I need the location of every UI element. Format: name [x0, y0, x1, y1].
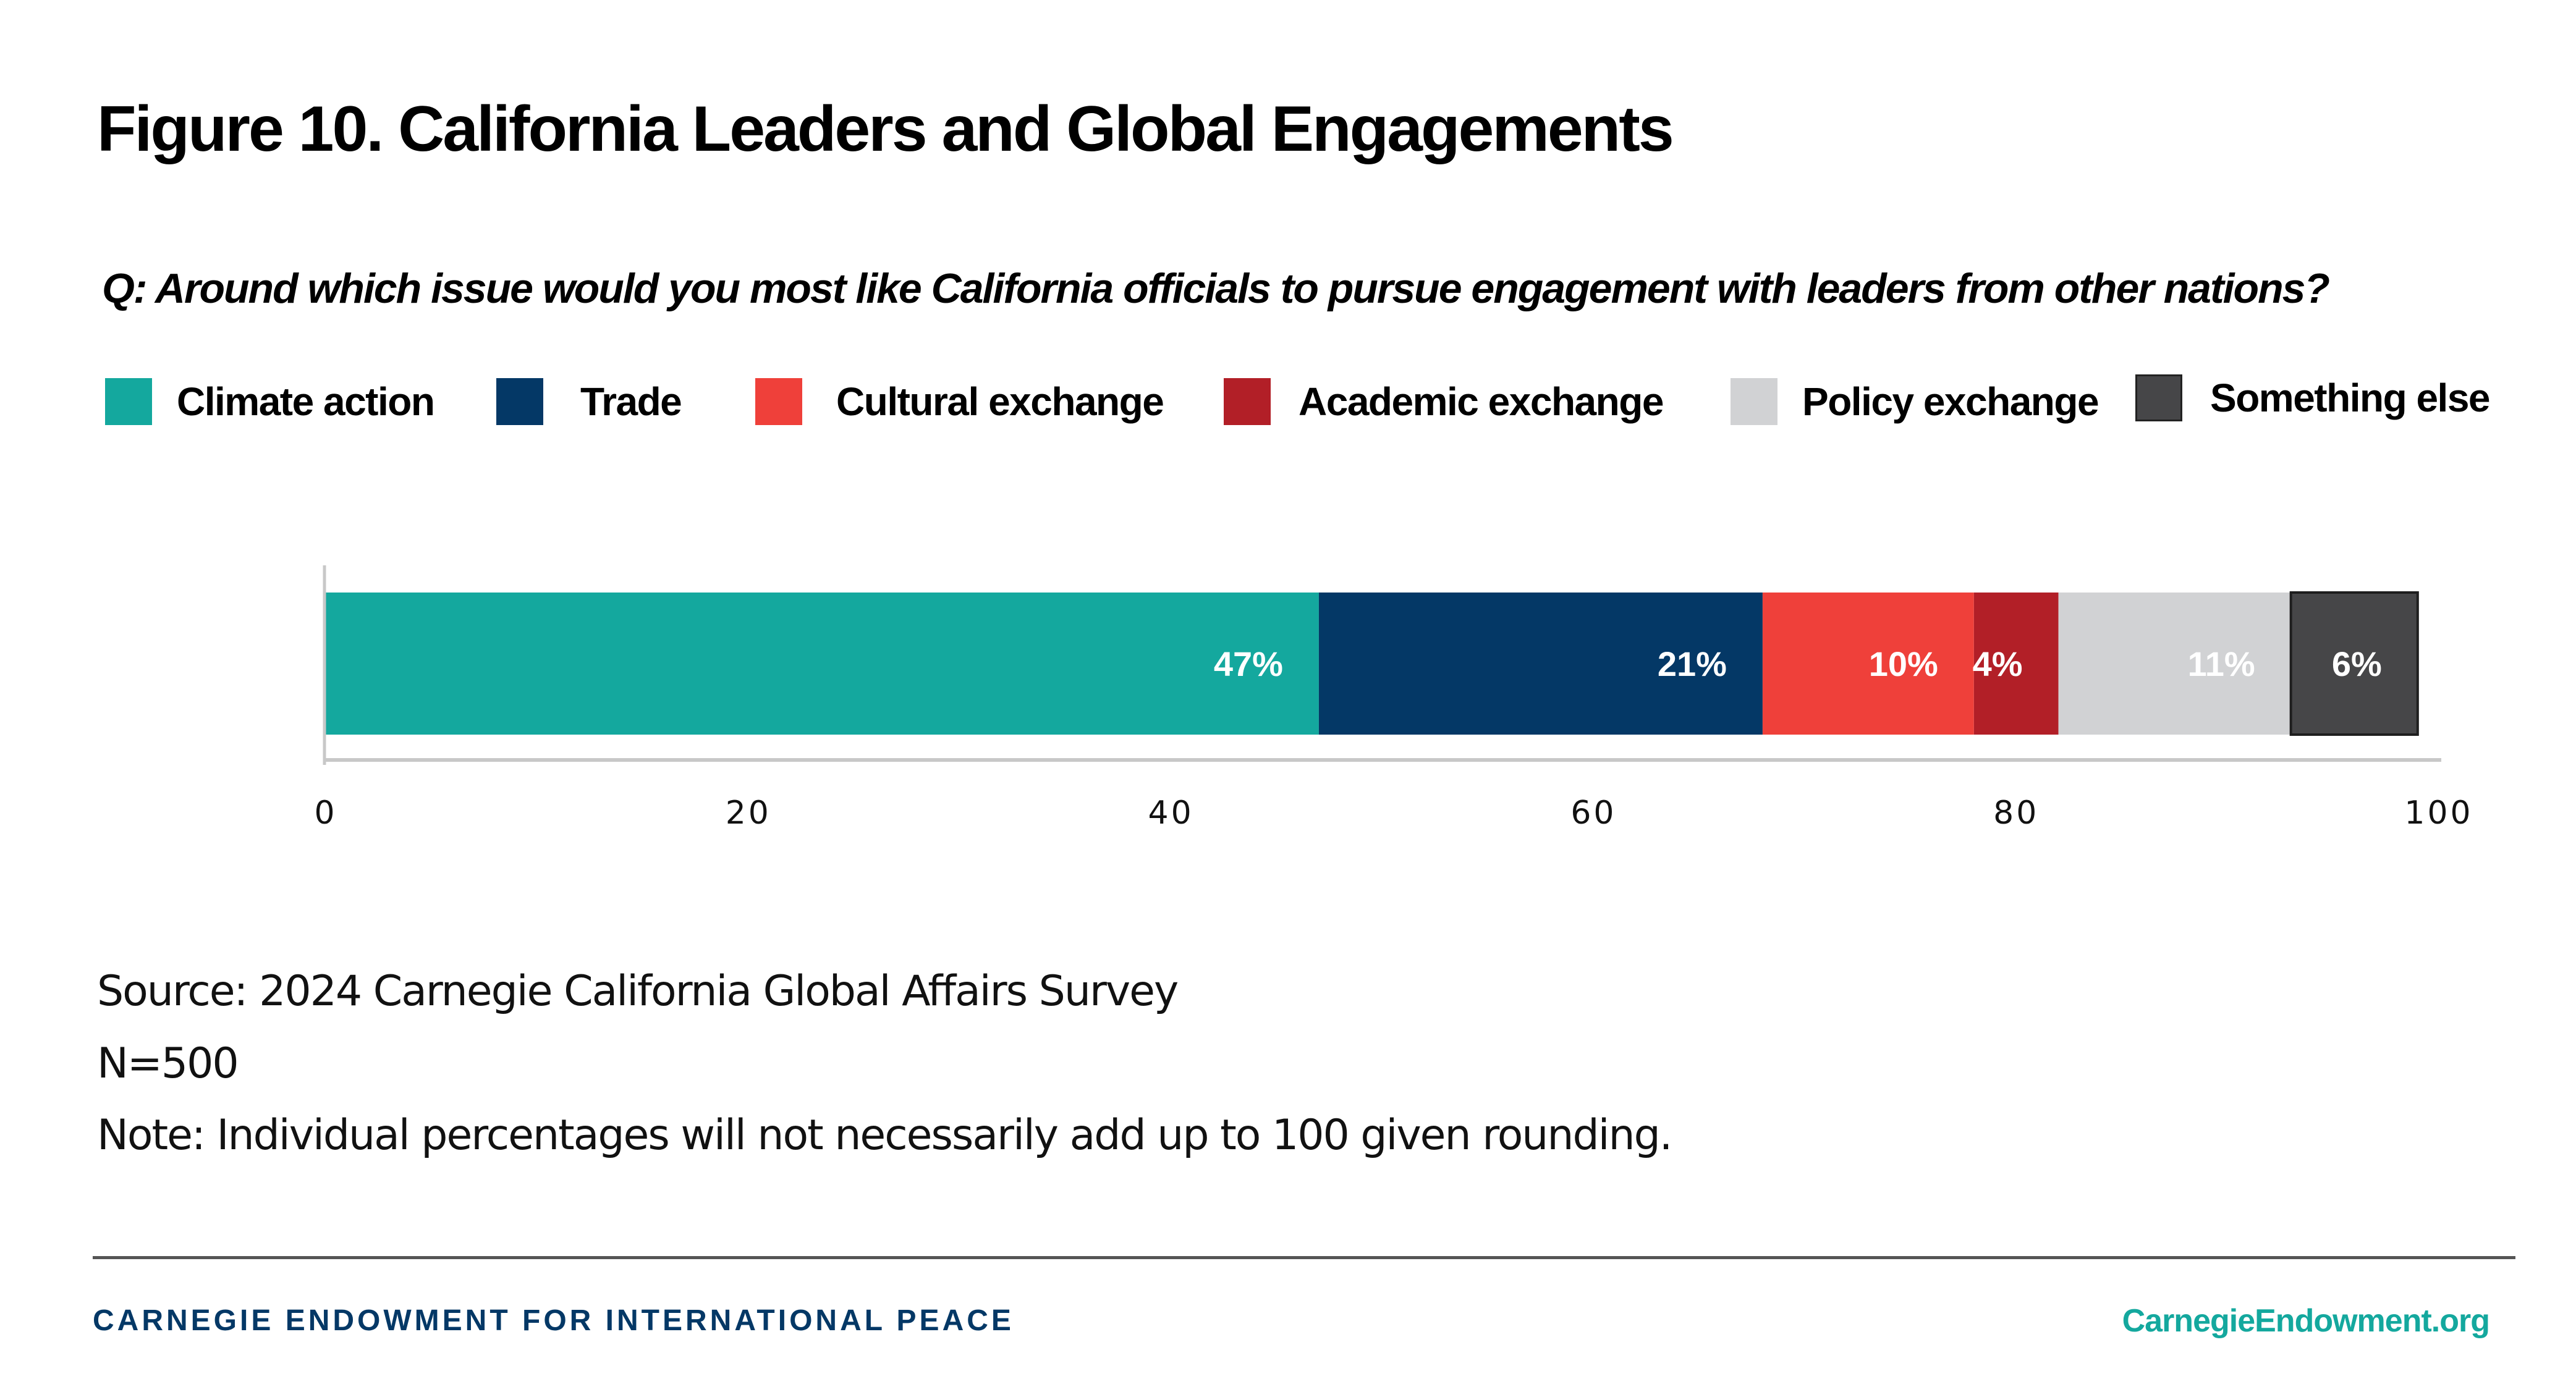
- bar-label-academic-exchange: 4%: [1973, 644, 2023, 683]
- bar-label-trade: 21%: [1658, 644, 1727, 683]
- legend-swatch-cultural-exchange: [755, 378, 802, 425]
- x-axis-ticks: 0 20 40 60 80 100: [314, 795, 2473, 832]
- stacked-bar-chart: 47% 21% 10% 4% 11% 6% 0 20 40 60 80 100: [314, 565, 2473, 832]
- footer-website-link[interactable]: CarnegieEndowment.org: [2122, 1303, 2490, 1339]
- bar-segment-cultural-exchange: [1762, 593, 1974, 735]
- rounding-note: Note: Individual percentages will not ne…: [97, 1111, 1672, 1160]
- x-tick-label: 20: [726, 795, 771, 832]
- survey-question: Q: Around which issue would you most lik…: [102, 265, 2330, 312]
- chart-title: Figure 10. California Leaders and Global…: [97, 93, 1674, 165]
- legend-item-something-else: Something else: [2135, 374, 2491, 421]
- legend-swatch-policy-exchange: [1731, 378, 1777, 425]
- bar-segments: [326, 591, 2419, 736]
- legend-swatch-climate-action: [105, 378, 152, 425]
- x-tick-label: 60: [1570, 795, 1616, 832]
- x-tick-label: 80: [1993, 795, 2039, 832]
- legend-item-policy-exchange: Policy exchange: [1731, 378, 2099, 425]
- legend-label: Climate action: [177, 379, 435, 424]
- bar-data-labels: 47% 21% 10% 4% 11% 6%: [1214, 644, 2382, 683]
- x-tick-label: 0: [314, 795, 337, 832]
- legend-label: Cultural exchange: [836, 379, 1164, 424]
- bar-label-policy-exchange: 11%: [2188, 644, 2255, 683]
- legend-item-cultural-exchange: Cultural exchange: [755, 378, 1164, 425]
- legend-label: Something else: [2210, 376, 2491, 420]
- legend-item-climate-action: Climate action: [105, 378, 435, 425]
- bar-segment-climate-action: [326, 593, 1319, 735]
- legend-swatch-trade: [496, 378, 543, 425]
- legend-label: Academic exchange: [1299, 379, 1664, 424]
- bar-segment-trade: [1318, 593, 1763, 735]
- x-tick-label: 40: [1148, 795, 1194, 832]
- bar-segment-policy-exchange: [2058, 593, 2291, 735]
- bar-label-cultural-exchange: 10%: [1869, 644, 1938, 683]
- legend-item-academic-exchange: Academic exchange: [1224, 378, 1664, 425]
- footer-divider: [93, 1256, 2515, 1259]
- bar-label-something-else: 6%: [2332, 644, 2382, 683]
- legend-swatch-academic-exchange: [1224, 378, 1271, 425]
- footer-organization: CARNEGIE ENDOWMENT FOR INTERNATIONAL PEA…: [93, 1304, 1014, 1337]
- bar-segment-something-else: [2289, 591, 2419, 736]
- legend-swatch-something-else: [2135, 374, 2182, 421]
- legend-item-trade: Trade: [496, 378, 682, 425]
- legend-label: Policy exchange: [1802, 379, 2099, 424]
- source-note: Source: 2024 Carnegie California Global …: [97, 967, 1179, 1016]
- sample-size-note: N=500: [97, 1039, 239, 1088]
- x-tick-label: 100: [2404, 795, 2473, 832]
- bar-label-climate-action: 47%: [1214, 644, 1283, 683]
- bar-segment-academic-exchange: [1973, 593, 2059, 735]
- legend-label: Trade: [580, 379, 682, 424]
